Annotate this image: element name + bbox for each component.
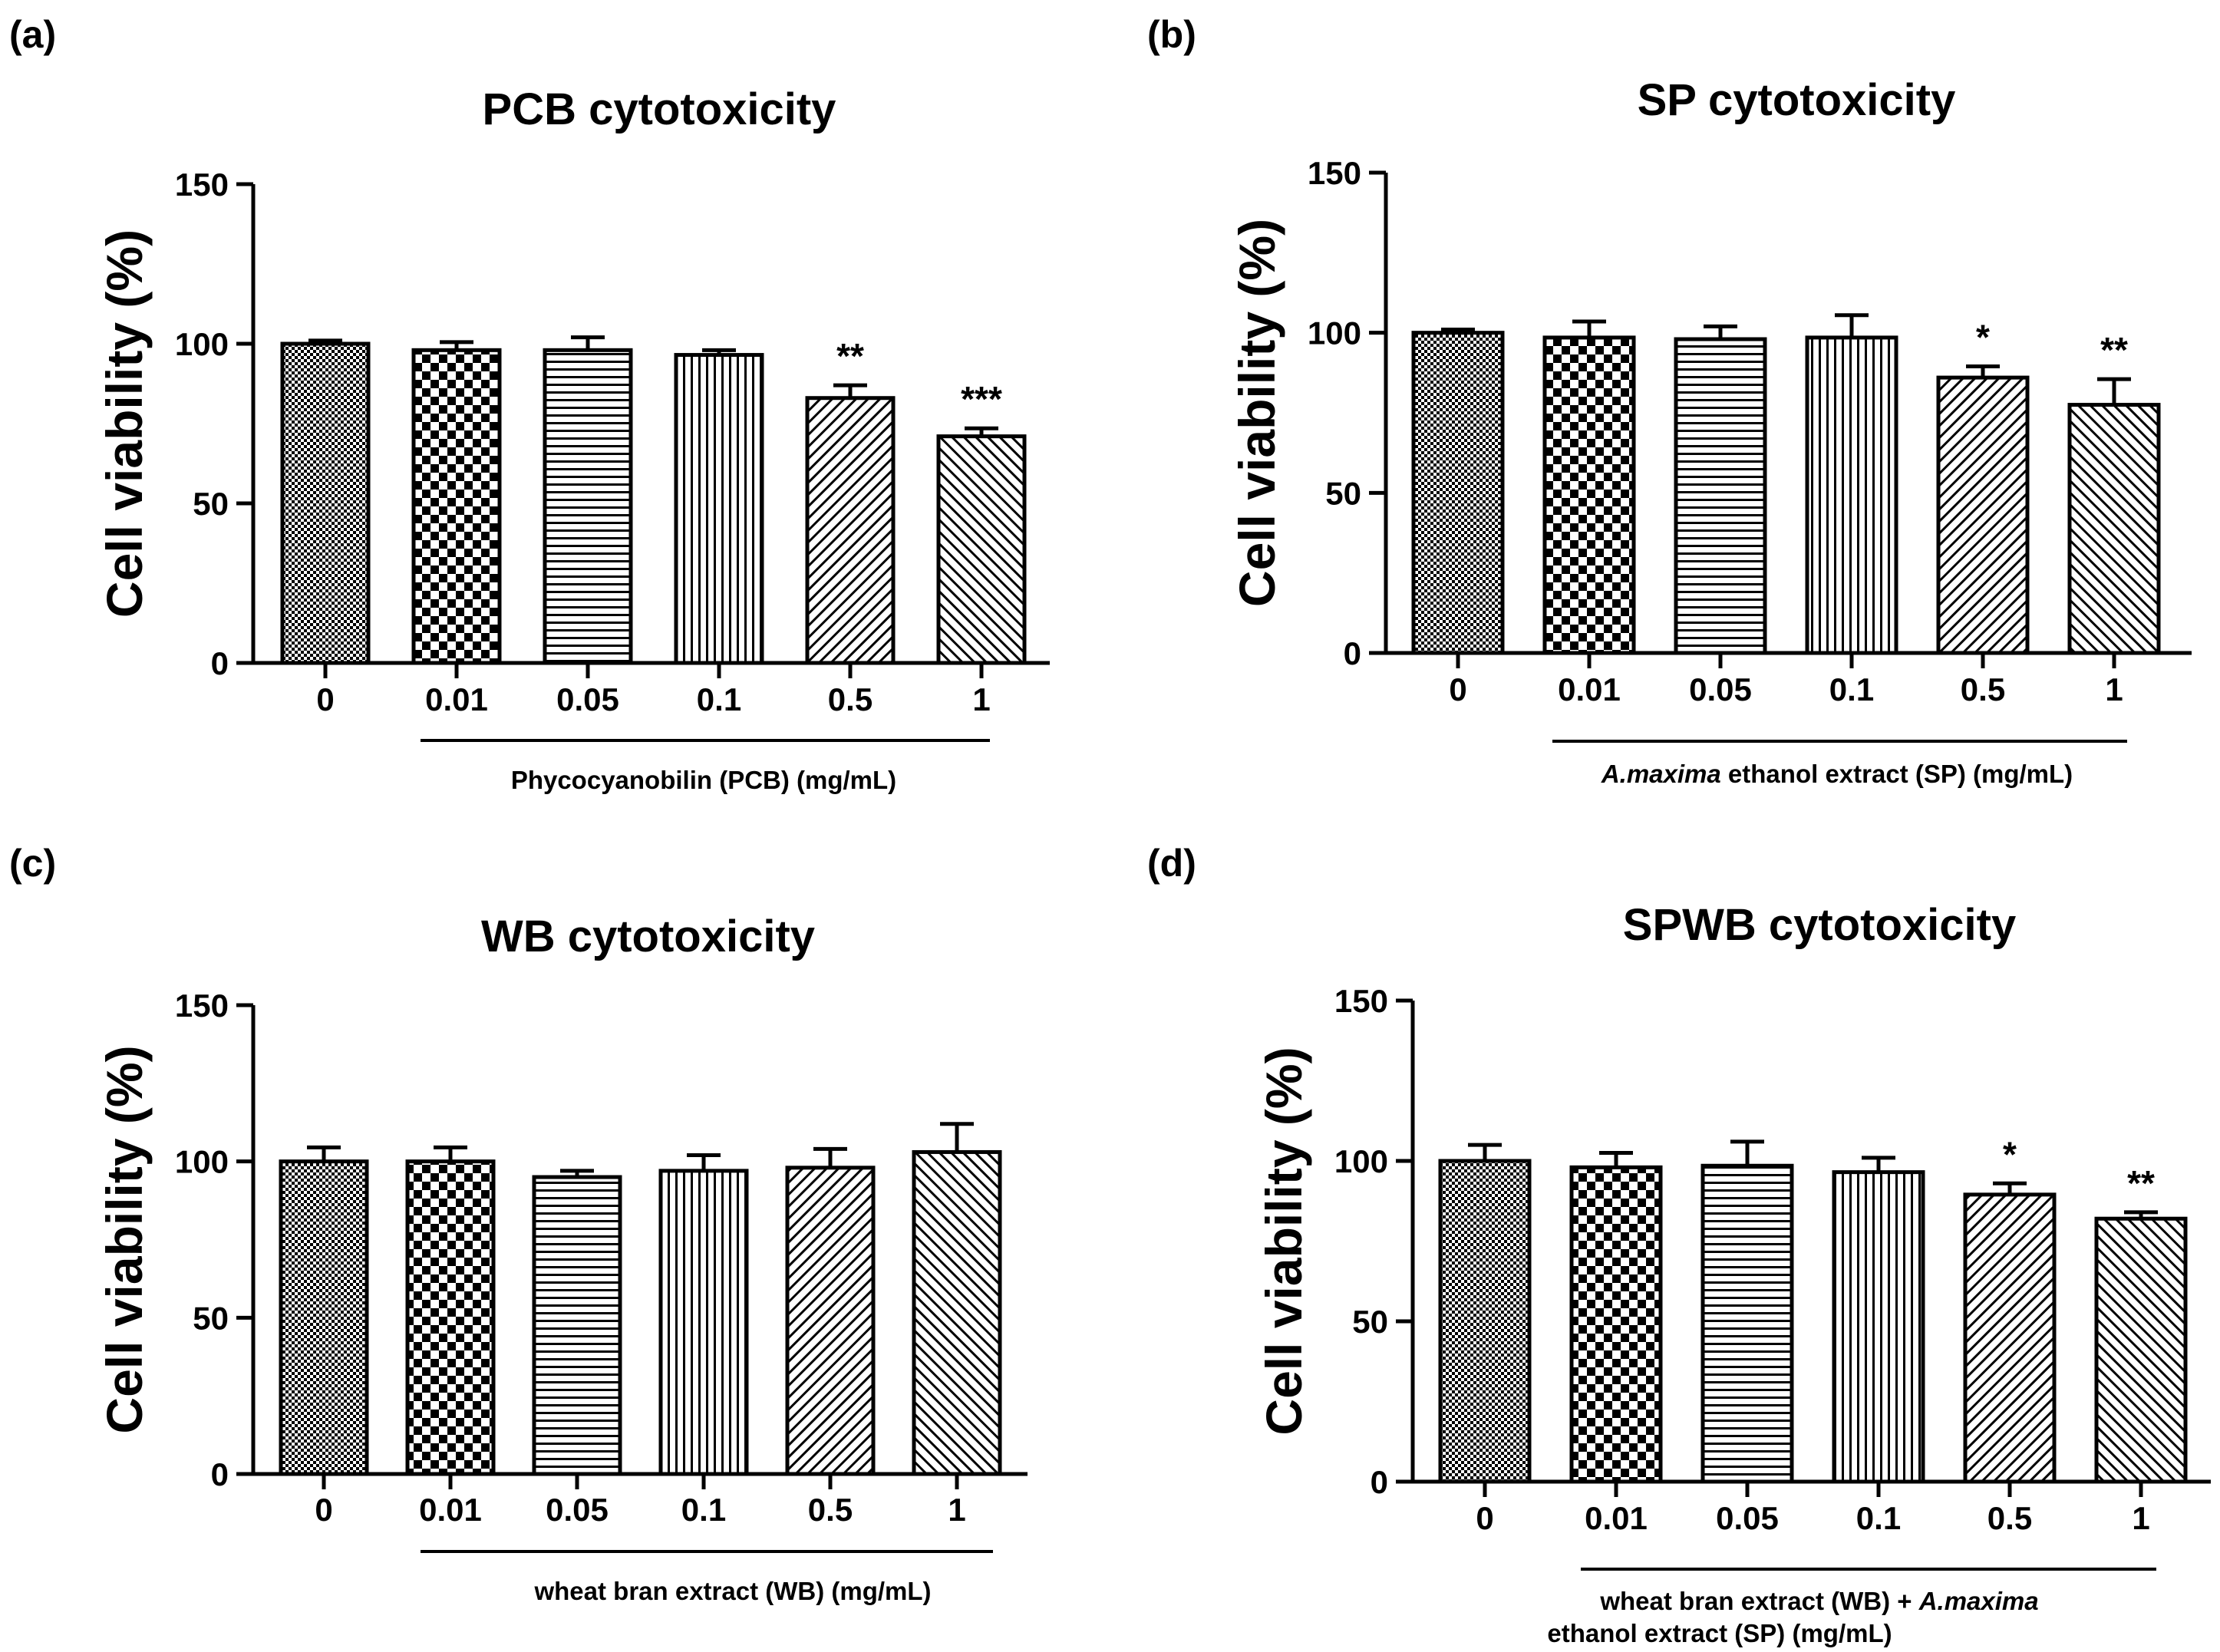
- chart-panel-d: (d) SPWB cytotoxicity 0 50 100 150 Cell viabil…: [1147, 842, 2211, 1647]
- chart-title: SPWB cytotoxicity: [1623, 900, 2016, 950]
- x-axis-label: wheat bran extract (WB) + A.maxima: [1599, 1587, 2038, 1615]
- x-tick-label: 0.01: [419, 1492, 482, 1528]
- chart-title: PCB cytotoxicity: [483, 84, 836, 134]
- panel-label: (d): [1147, 842, 1196, 885]
- x-axis-label-italic: A.maxima: [1918, 1587, 2039, 1615]
- x-tick-label: 0.01: [1585, 1500, 1648, 1536]
- bar-0.5: [1936, 375, 2030, 655]
- y-tick-label: 100: [1334, 1143, 1388, 1179]
- bar-1: [2094, 1216, 2188, 1484]
- significance-label: **: [836, 336, 864, 376]
- y-tick-label: 0: [1371, 1464, 1388, 1500]
- x-axis-label: A.maxima ethanol extract (SP) (mg/mL): [1601, 760, 2073, 788]
- y-tick-label: 100: [1308, 315, 1361, 351]
- y-tick-label: 150: [175, 988, 229, 1024]
- chart-panel-a: (a) PCB cytotoxicity 0 50 100 150 Cell viabili…: [9, 13, 1050, 794]
- y-tick-label: 150: [1308, 155, 1361, 191]
- bar-0.05: [543, 348, 633, 665]
- y-axis-label: Cell viability (%): [1229, 219, 1285, 607]
- bar-0: [1438, 1159, 1532, 1484]
- significance-label: ***: [961, 379, 1002, 419]
- significance-label: **: [2127, 1163, 2155, 1203]
- x-axis-label-segment: wheat bran extract (WB) (mg/mL): [533, 1577, 931, 1605]
- y-tick-label: 150: [175, 167, 229, 203]
- x-tick-label: 0.1: [681, 1492, 726, 1528]
- bar-0.5: [1963, 1192, 2057, 1484]
- bar-0.5: [805, 396, 896, 665]
- chart-title: SP cytotoxicity: [1638, 75, 1956, 125]
- y-tick-label: 50: [193, 486, 229, 522]
- bar-0.01: [1542, 335, 1636, 655]
- x-tick-label: 0.05: [1689, 671, 1752, 707]
- x-tick-label: 1: [2132, 1500, 2149, 1536]
- x-tick-label: 0.01: [1558, 671, 1621, 707]
- bar-0.1: [1805, 335, 1898, 655]
- y-tick-label: 50: [1325, 475, 1361, 511]
- x-tick-label: 0.5: [808, 1492, 853, 1528]
- x-tick-label: 0: [315, 1492, 332, 1528]
- x-tick-label: 0.5: [1987, 1500, 2032, 1536]
- bar-0.01: [405, 1159, 496, 1476]
- bar-1: [2067, 403, 2161, 655]
- chart-panel-b: (b) SP cytotoxicity 0 50 100 150 Cell viabilit…: [1147, 13, 2192, 788]
- y-axis-label: Cell viability (%): [96, 229, 153, 618]
- significance-label: *: [2003, 1134, 2017, 1174]
- bar-0.05: [1700, 1163, 1794, 1484]
- x-tick-label: 0.5: [828, 681, 872, 717]
- panel-label: (a): [9, 13, 56, 56]
- y-tick-label: 50: [193, 1300, 229, 1336]
- chart-title: WB cytotoxicity: [481, 912, 815, 961]
- x-axis-label: wheat bran extract (WB) (mg/mL): [533, 1577, 931, 1605]
- x-axis-label-segment: wheat bran extract (WB) +: [1599, 1587, 1918, 1615]
- bar-0.5: [785, 1166, 876, 1476]
- y-tick-label: 50: [1352, 1304, 1388, 1340]
- x-axis-label-segment: ethanol extract (SP) (mg/mL): [1547, 1619, 1892, 1647]
- y-tick-label: 150: [1334, 983, 1388, 1019]
- bar-0.05: [1674, 337, 1767, 655]
- x-tick-label: 0: [1449, 671, 1466, 707]
- bar-0.1: [1832, 1170, 1925, 1484]
- bar-0: [1411, 331, 1505, 655]
- bar-0.1: [674, 353, 764, 665]
- y-tick-label: 0: [211, 1456, 229, 1492]
- x-axis-label-segment: Phycocyanobilin (PCB) (mg/mL): [511, 766, 896, 794]
- bar-0.05: [532, 1175, 622, 1476]
- x-tick-label: 0.05: [556, 681, 619, 717]
- x-tick-label: 1: [2105, 671, 2123, 707]
- x-tick-label: 0: [1476, 1500, 1493, 1536]
- y-axis-label: Cell viability (%): [96, 1045, 153, 1433]
- y-tick-label: 100: [175, 326, 229, 362]
- bar-0: [279, 1159, 369, 1476]
- x-axis-label-segment: ethanol extract (SP) (mg/mL): [1721, 760, 2073, 788]
- x-tick-label: 0.1: [1856, 1500, 1901, 1536]
- x-axis-label: Phycocyanobilin (PCB) (mg/mL): [511, 766, 896, 794]
- significance-label: *: [1976, 317, 1990, 357]
- significance-label: **: [2100, 330, 2128, 370]
- x-tick-label: 0.1: [697, 681, 741, 717]
- x-tick-label: 0.5: [1961, 671, 2005, 707]
- chart-panel-c: (c) WB cytotoxicity 0 50 100 150 Cell viabilit…: [9, 842, 1028, 1605]
- x-tick-label: 1: [948, 1492, 965, 1528]
- bar-0.01: [1569, 1165, 1663, 1484]
- x-tick-label: 0.1: [1829, 671, 1874, 707]
- x-tick-label: 0.01: [425, 681, 488, 717]
- bar-1: [912, 1149, 1002, 1476]
- y-tick-label: 100: [175, 1144, 229, 1180]
- panel-label: (c): [9, 842, 56, 885]
- y-tick-label: 0: [1344, 635, 1361, 671]
- y-axis-label: Cell viability (%): [1255, 1047, 1312, 1435]
- x-tick-label: 0.05: [1716, 1500, 1779, 1536]
- x-axis-label: ethanol extract (SP) (mg/mL): [1547, 1619, 1892, 1647]
- y-tick-label: 0: [211, 645, 229, 681]
- panel-label: (b): [1147, 13, 1196, 56]
- bar-0.01: [411, 348, 502, 665]
- bar-0: [280, 341, 371, 665]
- x-axis-label-italic: A.maxima: [1601, 760, 1721, 788]
- x-tick-label: 0: [316, 681, 334, 717]
- bar-1: [936, 434, 1027, 665]
- x-tick-label: 0.05: [546, 1492, 609, 1528]
- x-tick-label: 1: [972, 681, 990, 717]
- bar-0.1: [658, 1169, 749, 1476]
